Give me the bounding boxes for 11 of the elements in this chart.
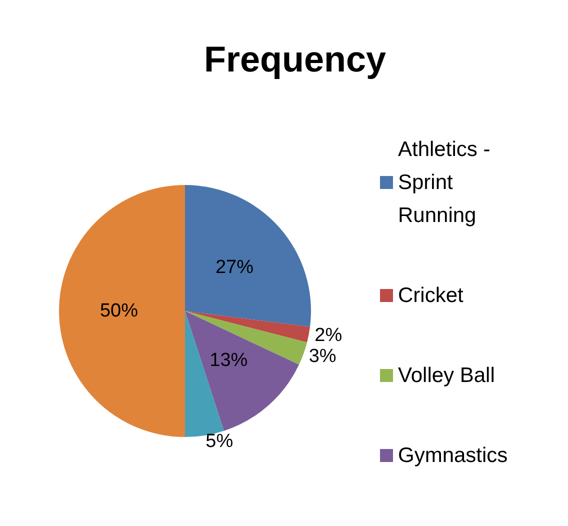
data-label: 5% [206, 430, 234, 452]
data-label: 27% [215, 256, 254, 278]
data-label: 13% [210, 350, 248, 372]
legend-label: Athletics - Sprint Running [398, 138, 496, 227]
chart-title: Frequency [204, 38, 386, 80]
legend-label: Gymnastics [398, 444, 508, 467]
data-label: 50% [100, 300, 138, 322]
legend-label: Cricket [398, 284, 464, 307]
legend-label: Volley Ball [398, 364, 495, 387]
data-label: 3% [308, 346, 336, 368]
data-label: 2% [314, 325, 342, 346]
